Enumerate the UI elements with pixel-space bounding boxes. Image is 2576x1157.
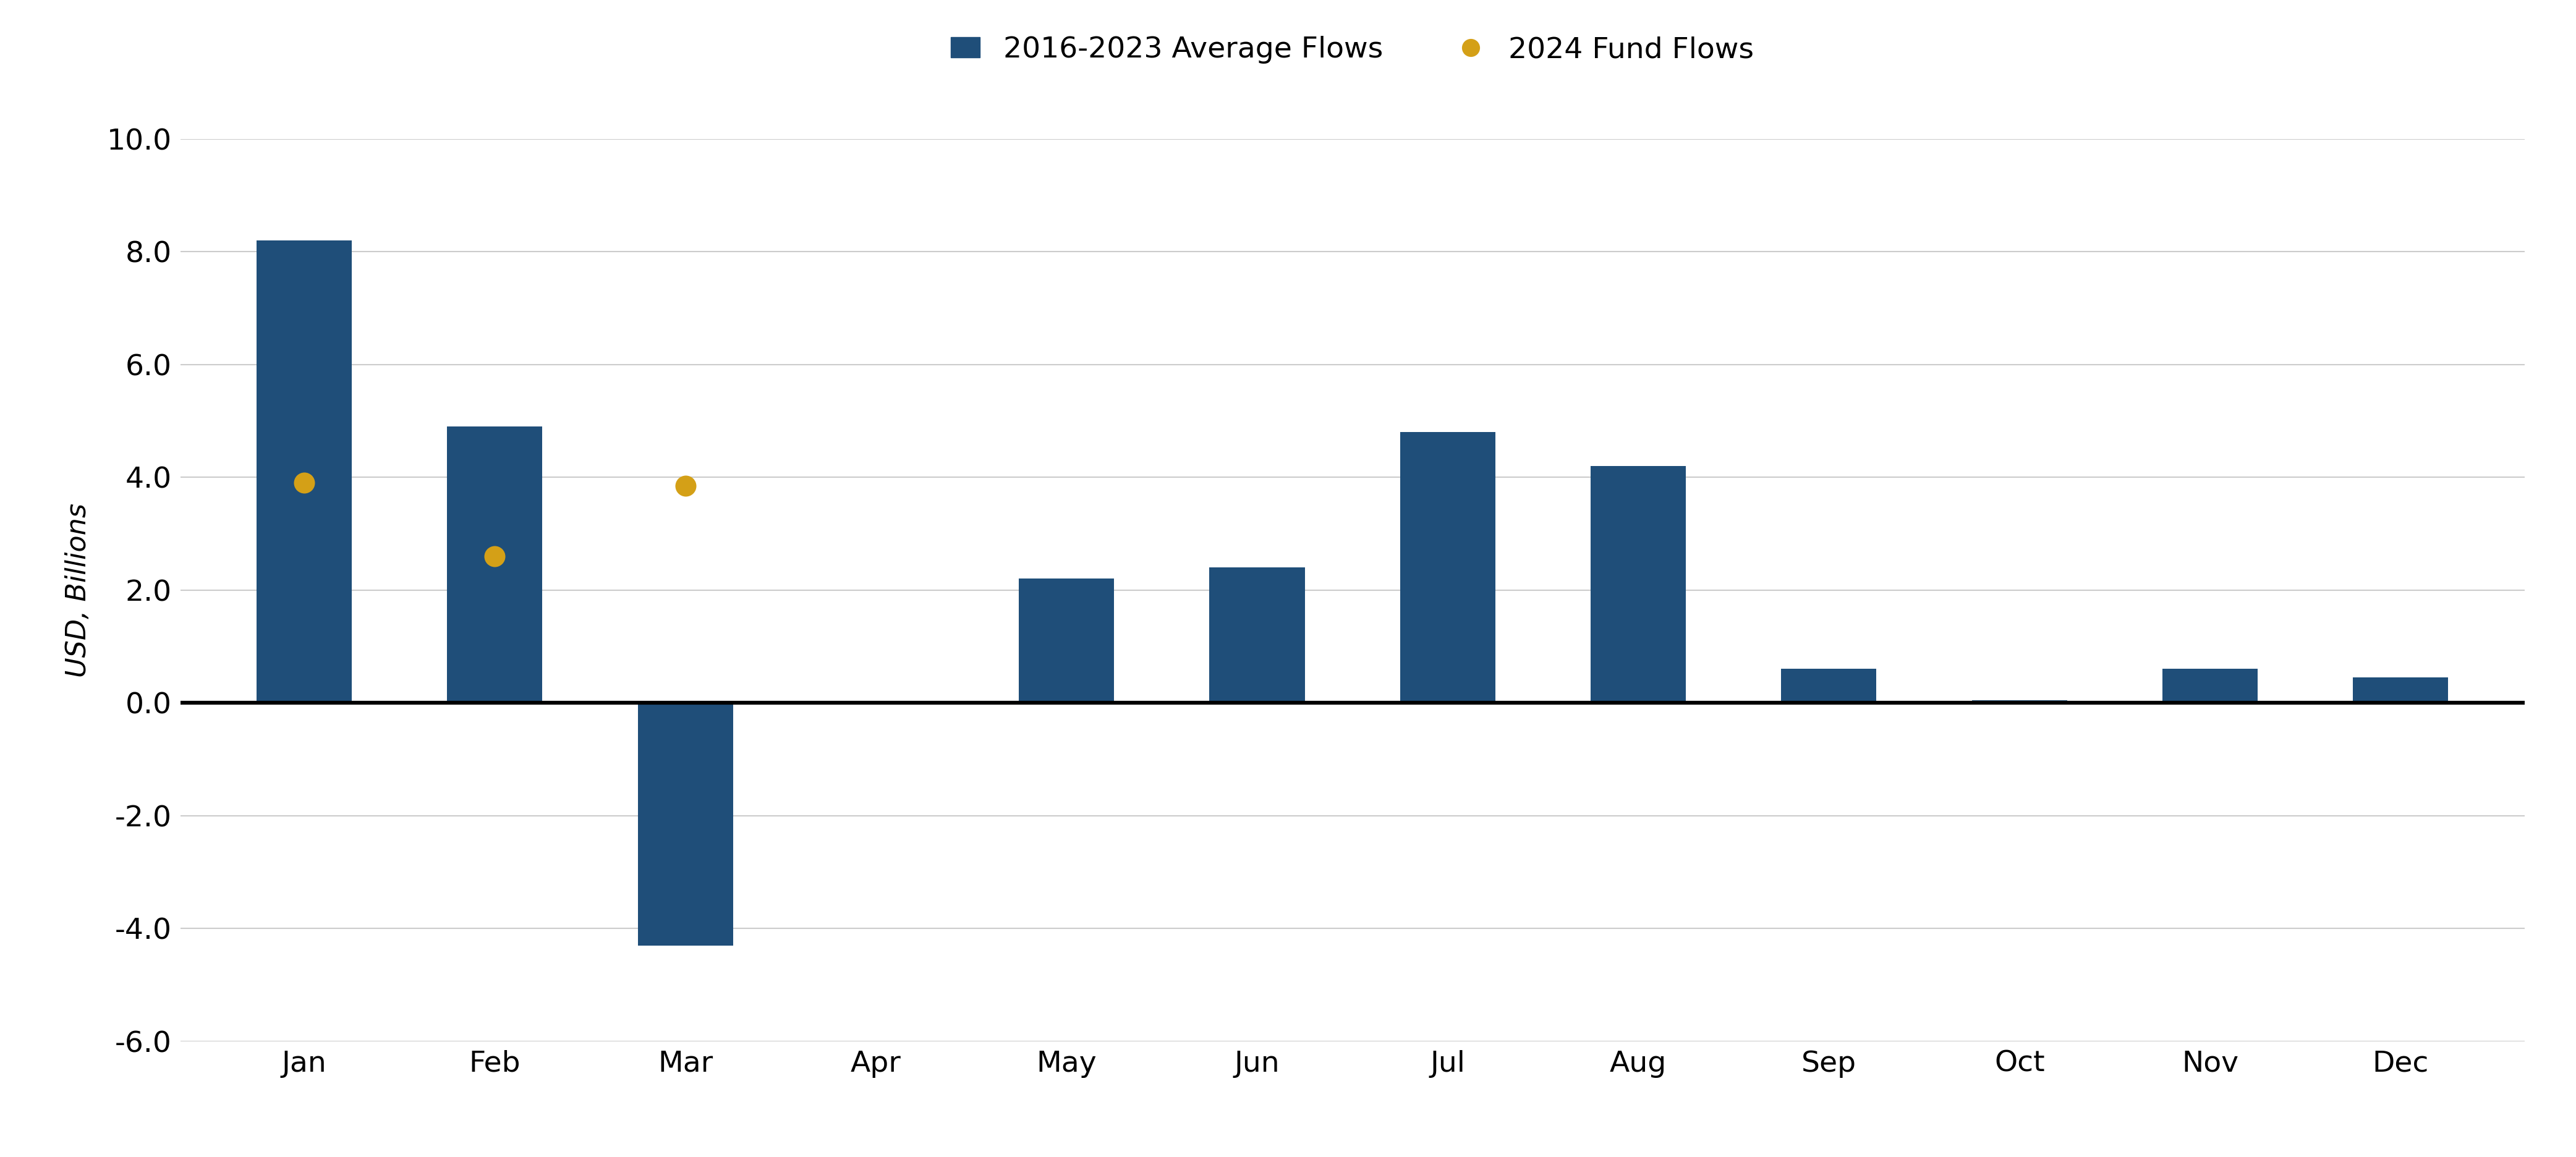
Bar (639, 703, 734, 945)
Bar (2161, 669, 2257, 703)
Legend: 2016-2023 Average Flows, 2024 Fund Flows: 2016-2023 Average Flows, 2024 Fund Flows (951, 36, 1754, 64)
Bar (448, 427, 544, 703)
Bar (1211, 568, 1306, 703)
Bar (1589, 466, 1685, 703)
Point (665, 477, 706, 495)
Y-axis label: USD, Billions: USD, Billions (64, 503, 90, 677)
Bar (2352, 678, 2447, 703)
Bar (258, 241, 353, 703)
Bar (1780, 669, 1875, 703)
Bar (1399, 433, 1494, 703)
Point (474, 547, 515, 566)
Bar (1020, 578, 1115, 703)
Point (283, 473, 325, 492)
Bar (1971, 700, 2066, 703)
